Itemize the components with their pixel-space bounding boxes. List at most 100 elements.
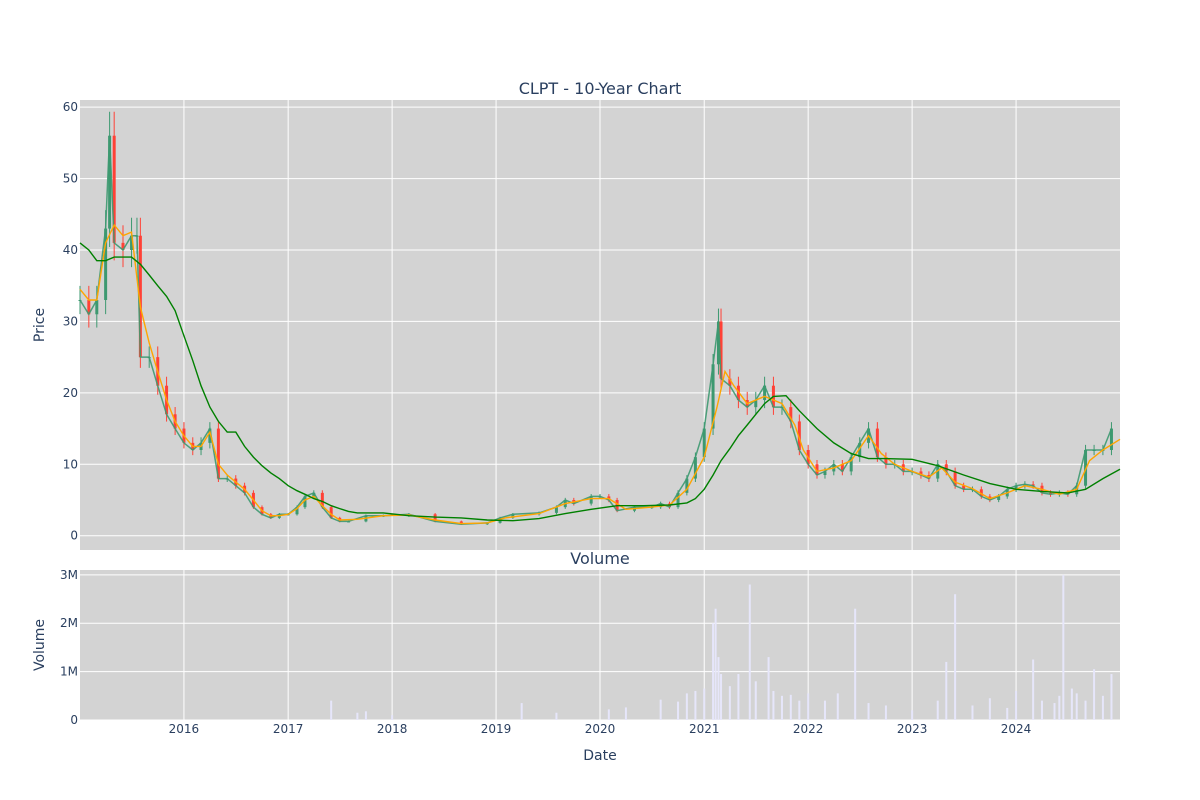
volume-bar [330, 700, 333, 720]
volume-bar [954, 594, 957, 720]
volume-bar [767, 657, 770, 720]
candle-body [130, 235, 134, 250]
price-y-tick-label: 40 [63, 243, 78, 257]
price-y-axis-title: Price [32, 308, 48, 342]
candle-body [944, 464, 948, 472]
candle-body [329, 507, 333, 518]
candle-body [840, 464, 844, 472]
volume-bar [836, 693, 839, 720]
candle-body [953, 471, 957, 486]
candle-body [979, 489, 983, 497]
volume-bar [720, 674, 723, 720]
candle-body [962, 485, 966, 490]
price-y-tick-label: 60 [63, 100, 78, 114]
x-tick-label: 2017 [273, 722, 304, 736]
volume-bar [1110, 674, 1113, 720]
candle-body [823, 471, 827, 475]
candle-body [312, 492, 316, 497]
volume-bar [1101, 695, 1104, 720]
volume-bar [884, 705, 887, 720]
candle-body [875, 428, 879, 458]
candle-body [997, 496, 1001, 500]
price-y-tick-label: 10 [63, 457, 78, 471]
price-y-tick-label: 20 [63, 386, 78, 400]
volume-bar [1058, 695, 1061, 720]
price-y-tick-label: 50 [63, 172, 78, 186]
volume-y-axis-title: Volume [32, 619, 48, 671]
candle-body [121, 242, 125, 250]
volume-bar [555, 712, 558, 720]
volume-bar [391, 715, 394, 720]
volume-bar [712, 623, 715, 720]
candle-body [789, 407, 793, 422]
volume-bar [971, 705, 974, 720]
volume-bar [703, 688, 706, 720]
candle-body [676, 492, 680, 508]
volume-bar [748, 584, 751, 720]
volume-bar [728, 686, 731, 720]
volume-bar [911, 710, 914, 720]
volume-bar [624, 707, 627, 720]
candle-body [433, 514, 437, 522]
candle-body [138, 235, 142, 358]
candle-body [112, 135, 116, 243]
volume-bar [714, 608, 717, 720]
volume-bar [1006, 707, 1009, 720]
volume-bar [677, 701, 680, 720]
candle-body [108, 135, 112, 229]
volume-bar [780, 695, 783, 720]
volume-bar [1053, 703, 1056, 720]
candle-body [554, 507, 558, 513]
volume-bar [717, 657, 720, 720]
volume-bar [1084, 700, 1087, 720]
volume-bar [789, 694, 792, 720]
candle-body [849, 457, 853, 472]
x-tick-label: 2020 [585, 722, 616, 736]
volume-bar [754, 681, 757, 720]
volume-bar [988, 698, 991, 720]
candle-body [320, 492, 324, 508]
candle-body [919, 471, 923, 475]
volume-bar [867, 703, 870, 720]
price-y-tick-label: 0 [70, 529, 78, 543]
candle-body [719, 321, 723, 379]
volume-bar [356, 712, 359, 720]
volume-y-tick-label: 3M [60, 568, 78, 582]
volume-bar [694, 690, 697, 720]
volume-y-tick-label: 0 [70, 713, 78, 727]
volume-bar [936, 700, 939, 720]
moving-average-line-orange [79, 223, 1121, 525]
candle-body [702, 428, 706, 458]
volume-bar [772, 690, 775, 720]
volume-bar [823, 700, 826, 720]
candle-body [763, 385, 767, 400]
candle-body [693, 457, 697, 479]
volume-bar [798, 700, 801, 720]
candle-body [208, 428, 212, 443]
x-tick-label: 2022 [793, 722, 824, 736]
volume-bars [330, 574, 1113, 720]
moving-average-line-green [79, 242, 1121, 522]
volume-bar [1015, 690, 1018, 720]
volume-y-tick-label: 2M [60, 616, 78, 630]
x-tick-label: 2021 [689, 722, 720, 736]
candle-body [104, 228, 108, 300]
volume-bar [1070, 688, 1073, 720]
candle-body [711, 364, 715, 429]
volume-bar [1093, 669, 1096, 720]
volume-bar [1075, 693, 1078, 720]
candle-body [815, 464, 819, 475]
volume-bar [364, 711, 367, 720]
volume-bar [685, 693, 688, 720]
volume-bar [1040, 700, 1043, 720]
x-tick-label: 2016 [169, 722, 200, 736]
candle-body [1109, 428, 1113, 450]
candle-body [685, 478, 689, 493]
volume-bar [854, 608, 857, 720]
candle-body [728, 378, 732, 386]
candle-body [716, 321, 720, 365]
candle-body [459, 521, 463, 525]
x-tick-label: 2018 [377, 722, 408, 736]
